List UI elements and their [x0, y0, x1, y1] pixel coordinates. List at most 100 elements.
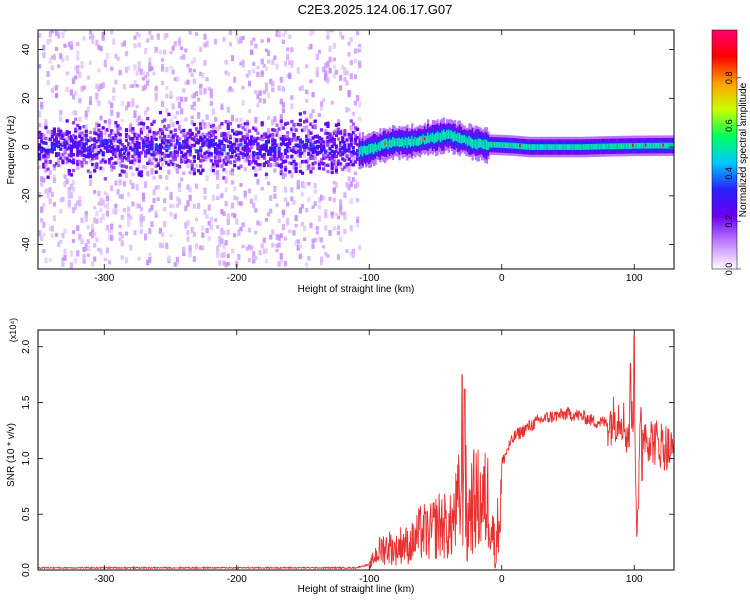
- spectrogram-cell: [326, 169, 330, 174]
- spectrogram-cell: [230, 88, 235, 92]
- spectrogram-cell: [129, 123, 133, 129]
- spectrogram-cell: [343, 67, 347, 73]
- spectrogram-cell: [180, 155, 184, 159]
- spectrogram-cell: [184, 160, 188, 164]
- spectrogram-cell: [105, 144, 110, 148]
- spectrogram-cell: [216, 164, 220, 168]
- spectrogram-cell: [237, 156, 241, 160]
- spectrogram-cell: [199, 135, 203, 139]
- spectrogram-cell: [330, 139, 334, 143]
- spectrogram-cell: [339, 31, 343, 37]
- spectrogram-cell: [144, 136, 148, 141]
- spectrogram-cell: [95, 132, 99, 136]
- spectrogram-cell: [46, 39, 50, 45]
- spectrogram-cell: [71, 208, 76, 213]
- spectrogram-cell: [175, 163, 179, 168]
- spectrogram-cell: [63, 228, 67, 234]
- spectrogram-cell: [349, 37, 353, 43]
- spectrogram-peak-cell: [419, 138, 423, 142]
- spectrogram-cell: [328, 56, 332, 61]
- spectrogram-cell: [205, 142, 209, 146]
- spectrogram-cell: [57, 163, 61, 167]
- spectrogram-cell: [330, 30, 334, 33]
- spectrogram-track-cell: [469, 137, 473, 147]
- spectrogram-cell: [61, 257, 65, 262]
- spectrogram-cell: [184, 117, 188, 122]
- spectrogram-cell: [328, 229, 332, 236]
- spectrogram-cell: [114, 79, 118, 85]
- spectrogram-cell: [165, 32, 169, 38]
- spectrogram-cell: [173, 77, 177, 82]
- spectrogram-cell: [105, 210, 110, 217]
- spectrogram-cell: [50, 141, 54, 146]
- spectrogram-cell: [218, 156, 222, 160]
- spectrogram-cell: [275, 233, 279, 241]
- spectrogram-cell: [218, 139, 222, 143]
- spectrogram-cell: [307, 164, 311, 168]
- spectrogram-cell: [107, 124, 112, 131]
- spectrogram-cell: [266, 149, 271, 153]
- spectrogram-cell: [266, 137, 271, 142]
- spectrogram-cell: [97, 85, 101, 92]
- spectrogram-cell: [194, 149, 199, 153]
- spectrogram-cell: [139, 217, 143, 223]
- spectrogram-cell: [322, 195, 326, 200]
- spectrogram-cell: [260, 187, 264, 191]
- spectrogram-cell: [105, 139, 110, 143]
- spectrogram-cell: [182, 53, 186, 60]
- spectrogram-cell: [67, 146, 71, 150]
- spectrogram-cell: [313, 201, 317, 207]
- spectrogram-cell: [154, 85, 158, 92]
- spectrogram-cell: [286, 217, 290, 224]
- spectrogram-cell: [207, 204, 211, 211]
- spectrogram-cell: [207, 142, 211, 146]
- spectrogram-cell: [82, 158, 86, 162]
- spectrogram-cell: [38, 191, 42, 198]
- spectrogram-cell: [71, 145, 76, 149]
- spectrogram-cell: [332, 187, 336, 193]
- spectrogram-cell: [141, 76, 146, 81]
- spectrogram-cell: [135, 144, 139, 149]
- spectrogram-cell: [150, 159, 154, 164]
- spectrogram-cell: [52, 177, 57, 184]
- spectrogram-cell: [339, 148, 343, 152]
- spectrogram-cell: [197, 97, 201, 102]
- spectrogram-cell: [356, 223, 360, 228]
- spectrogram-cell: [241, 152, 245, 156]
- spectrogram-cell: [103, 204, 107, 209]
- spectrogram-cell: [188, 132, 192, 137]
- spectrogram-cell: [69, 250, 73, 257]
- spectrogram-cell: [74, 110, 78, 116]
- spectrogram-cell: [171, 162, 175, 167]
- spectrogram-cell: [65, 87, 69, 92]
- spectrogram-cell: [252, 136, 256, 141]
- spectrogram-cell: [292, 159, 296, 164]
- spectrogram-cell: [93, 127, 97, 132]
- spectrogram-cell: [245, 142, 249, 146]
- spectrogram-cell: [184, 132, 188, 138]
- spectrogram-cell: [59, 53, 63, 60]
- spectrogram-cell: [61, 261, 65, 267]
- spectrogram-cell: [336, 231, 341, 236]
- spectrogram-cell: [269, 149, 273, 153]
- spectrogram-cell: [250, 135, 254, 139]
- spectrogram-cell: [324, 131, 328, 136]
- spectrogram-cell: [177, 141, 182, 146]
- spectrogram-cell: [76, 142, 80, 146]
- spectrogram-cell: [112, 131, 116, 136]
- spectrogram-cell: [107, 133, 112, 138]
- spectrogram-cell: [127, 146, 131, 153]
- spectrogram-cell: [247, 188, 252, 194]
- spectrogram-cell: [80, 142, 84, 146]
- spectrogram-cell: [190, 164, 194, 168]
- spectrogram-cell: [311, 122, 315, 128]
- spectrogram-track-cell: [374, 142, 377, 152]
- spectrogram-cell: [356, 157, 360, 161]
- spectrogram-cell: [343, 192, 347, 198]
- spectrogram-cell: [317, 136, 322, 140]
- spectrogram-cell: [273, 185, 277, 193]
- spectrogram-cell: [220, 148, 224, 152]
- spectrogram-cell: [129, 244, 133, 251]
- spectrogram-cell: [84, 124, 88, 130]
- spectrogram-track-cell: [589, 143, 592, 150]
